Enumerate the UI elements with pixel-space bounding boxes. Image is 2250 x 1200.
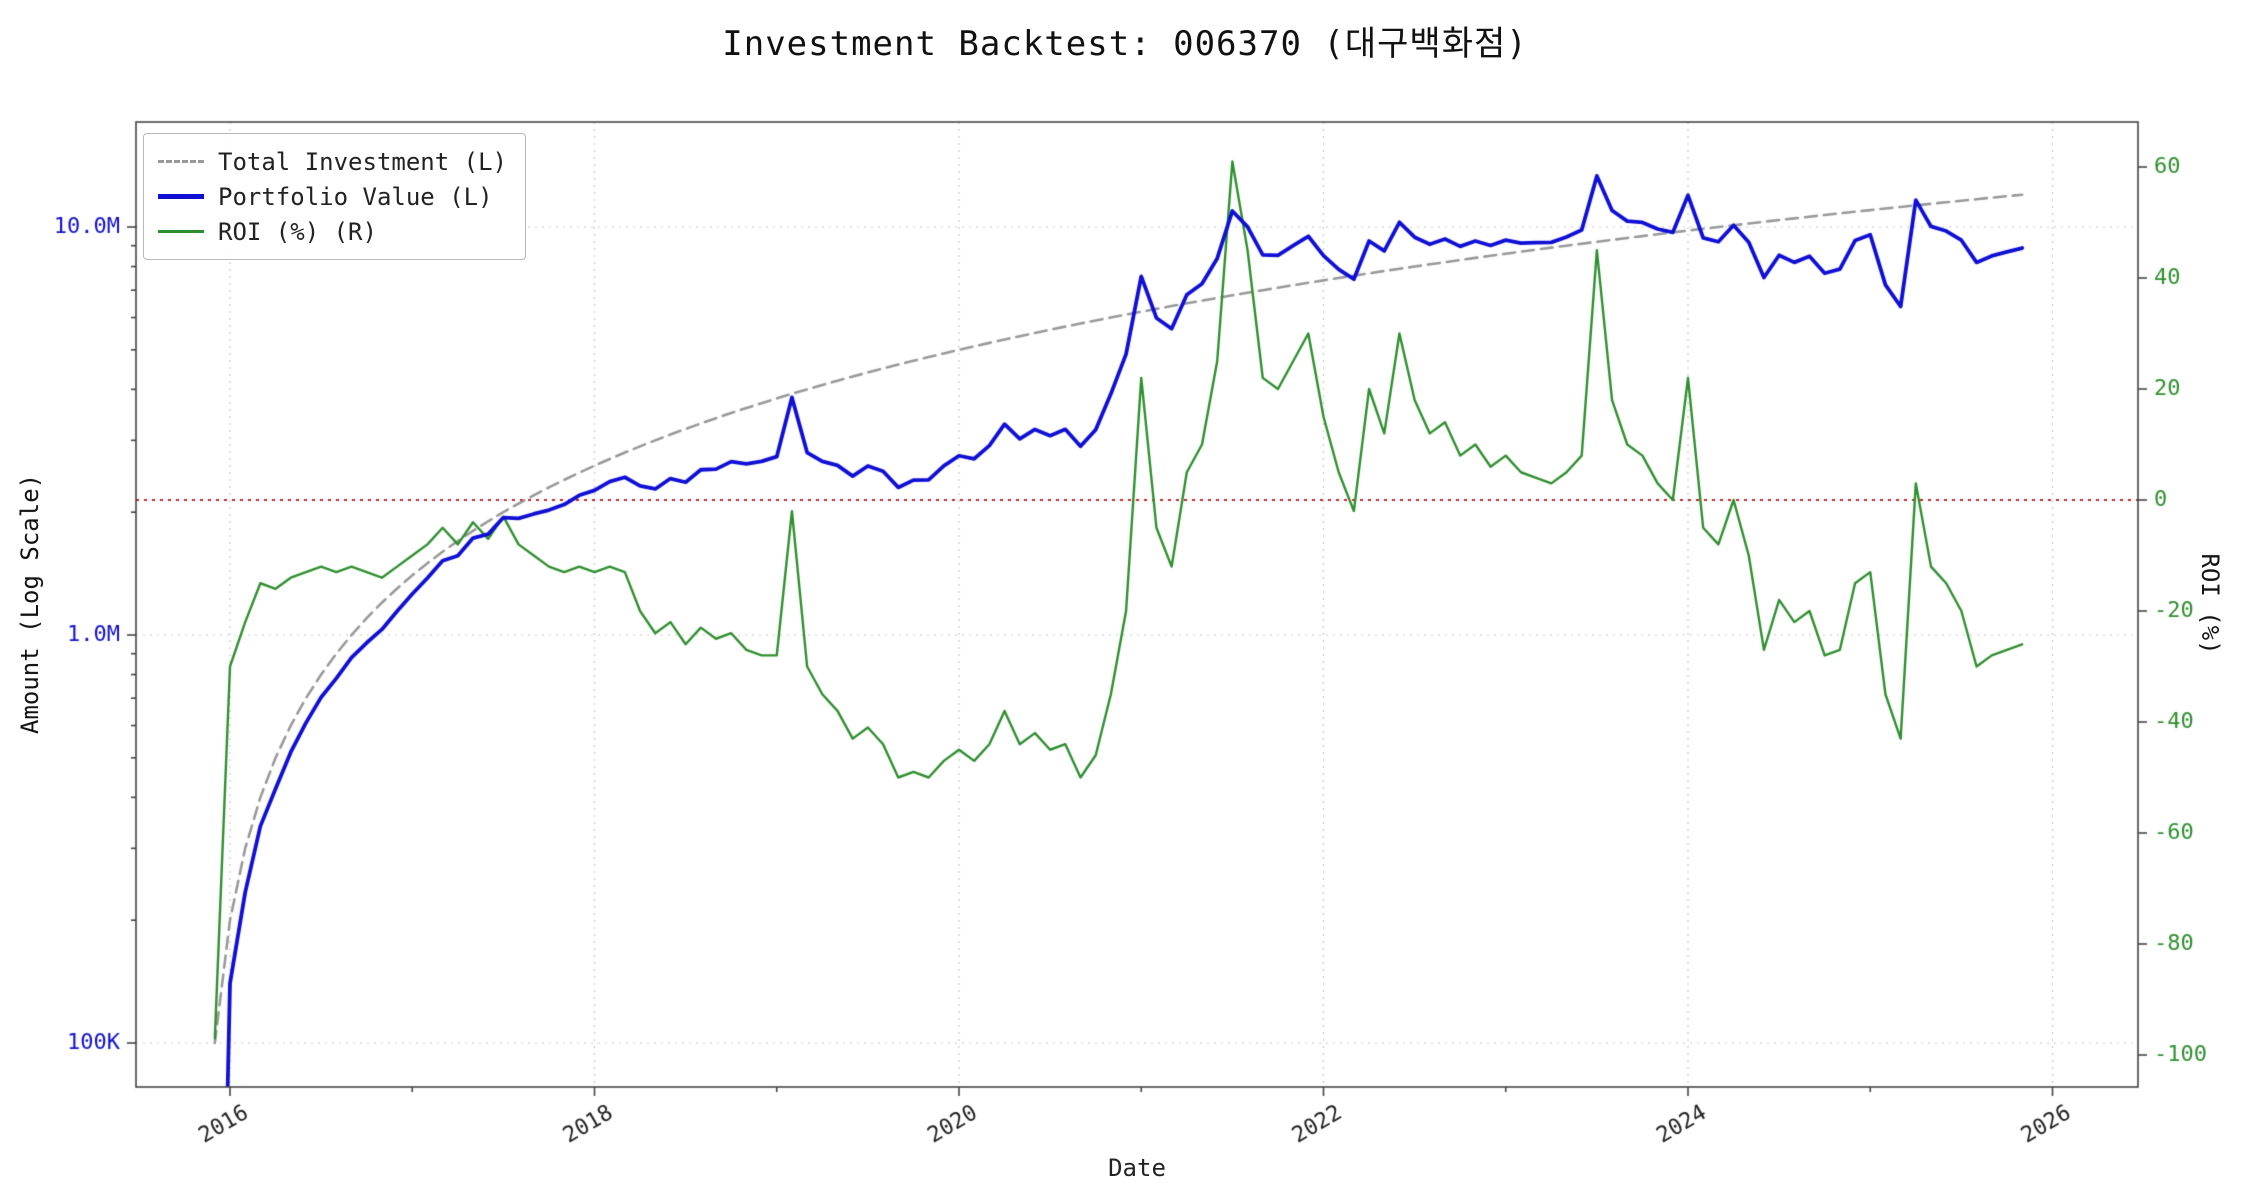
legend-label-portfolio-value: Portfolio Value (L) <box>218 182 493 211</box>
legend-item-total-investment: Total Investment (L) <box>158 144 507 179</box>
legend-item-portfolio-value: Portfolio Value (L) <box>158 179 507 214</box>
legend-item-roi: ROI (%) (R) <box>158 214 507 249</box>
x-axis-label: Date <box>1108 1154 1166 1182</box>
legend-label-roi: ROI (%) (R) <box>218 217 377 246</box>
legend-solid-blue-line-sample-icon <box>158 194 204 199</box>
chart-legend: Total Investment (L) Portfolio Value (L)… <box>143 133 526 260</box>
legend-solid-green-line-sample-icon <box>158 230 204 233</box>
legend-dashed-line-sample-icon <box>158 160 204 163</box>
right-axis-label: ROI (%) <box>2196 553 2224 655</box>
left-axis-label: Amount (Log Scale) <box>16 473 44 735</box>
legend-label-total-investment: Total Investment (L) <box>218 147 507 176</box>
chart-title: Investment Backtest: 006370 (대구백화점) <box>722 24 1528 64</box>
